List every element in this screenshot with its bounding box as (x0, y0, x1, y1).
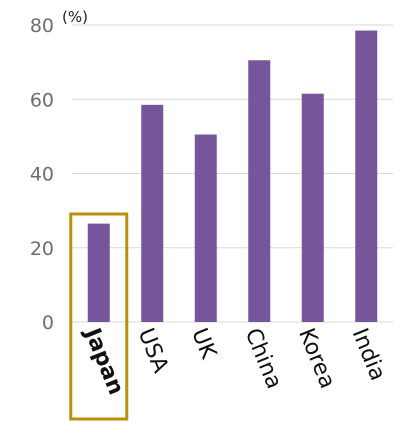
y-tick-label-40: 40 (30, 164, 54, 186)
x-category-label-usa: USA (133, 325, 173, 377)
y-tick-label-60: 60 (30, 89, 54, 111)
x-category-label-india: India (347, 325, 390, 384)
y-tick-label-0: 0 (42, 312, 54, 334)
y-tick-label-20: 20 (30, 238, 54, 260)
x-category-label-china: China (240, 325, 287, 393)
highlight-box (69, 212, 129, 421)
bar-usa (141, 104, 164, 322)
y-tick-label-80: 80 (30, 15, 54, 37)
bar-india (355, 30, 378, 322)
y-axis-unit-label: (%) (62, 8, 88, 26)
x-category-label-korea: Korea (293, 325, 340, 392)
gridlines (72, 24, 393, 323)
x-axis-category-labels: Japan USA UK China Korea India (78, 323, 390, 398)
y-axis-tick-labels: 0 20 40 60 80 (30, 15, 54, 334)
bar-china (248, 60, 271, 323)
bar-korea (301, 93, 324, 323)
x-category-label-uk: UK (186, 325, 221, 363)
bars (87, 30, 378, 323)
x-category-label-japan: Japan (78, 323, 128, 398)
bar-japan (87, 223, 110, 322)
bar-uk (194, 134, 217, 322)
